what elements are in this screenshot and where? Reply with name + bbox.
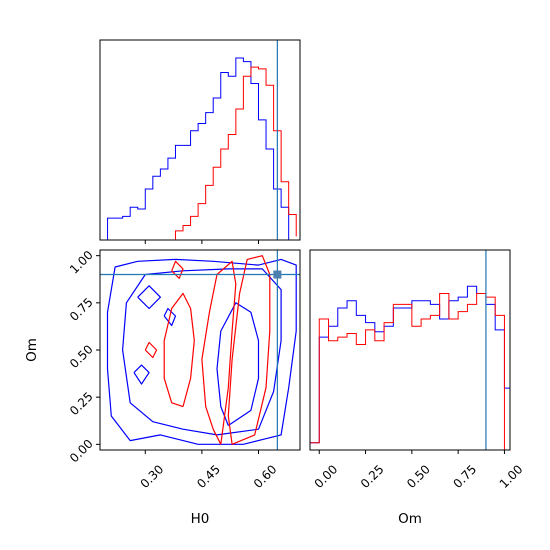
joint-ytick-label-4: 1.00 (67, 248, 96, 277)
joint-ytick-label-3: 0.75 (67, 295, 96, 324)
om-hist-frame (309, 249, 511, 451)
contour-blue-4 (163, 307, 177, 327)
contour-blue-5 (133, 364, 150, 385)
joint-ytick-label-2: 0.50 (67, 342, 96, 371)
om-xlabel: Om (398, 511, 422, 527)
contour-blue-3 (137, 285, 161, 310)
joint-ytick-label-1: 0.25 (67, 389, 96, 418)
joint-truth-marker (273, 270, 282, 279)
joint-xtick-label-2: 0.60 (251, 462, 280, 491)
contour-blue-0 (106, 258, 297, 445)
h0-hist-series-0 (100, 57, 297, 240)
contour-red-0 (227, 255, 271, 445)
contour-red-2 (163, 292, 195, 408)
om-xtick-label-3: 0.75 (450, 462, 479, 491)
om-hist-series-0 (310, 285, 510, 450)
contour-blue-2 (216, 302, 260, 426)
contour-red-3 (144, 341, 158, 359)
om-xtick-label-4: 1.00 (497, 462, 526, 491)
h0-hist-series-1 (100, 66, 297, 240)
om-xtick-label-1: 0.25 (358, 462, 387, 491)
h0-hist-frame (99, 39, 301, 241)
joint-ylabel: Om (24, 338, 40, 362)
om-xtick-label-0: 0.00 (312, 462, 341, 491)
om-hist-series-1 (310, 292, 510, 450)
contour-blue-1 (121, 268, 282, 436)
om-xtick-label-2: 0.50 (404, 462, 433, 491)
joint-xlabel: H0 (191, 511, 210, 527)
contour-red-4 (171, 260, 184, 279)
joint-xtick-label-1: 0.45 (194, 462, 223, 491)
joint-ytick-label-0: 0.00 (67, 437, 96, 466)
joint-xtick-label-0: 0.30 (138, 462, 167, 491)
